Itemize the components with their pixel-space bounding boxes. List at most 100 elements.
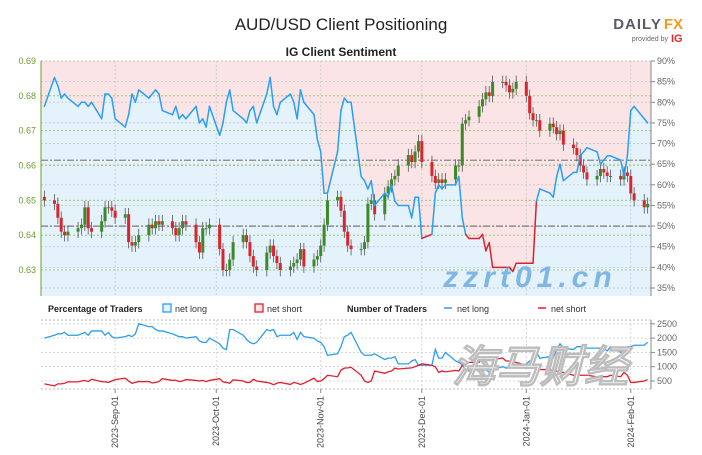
legend-pct-short-swatch xyxy=(254,303,264,313)
candle xyxy=(79,224,83,229)
net-long-pct-segment xyxy=(512,262,517,273)
candle xyxy=(369,200,373,204)
net-long-pct-segment xyxy=(562,171,575,182)
candle xyxy=(619,175,623,180)
candle xyxy=(477,106,481,117)
candle xyxy=(501,81,505,83)
candle xyxy=(538,120,542,131)
logo-fx: FX xyxy=(664,16,683,33)
net-long-pct-segment xyxy=(437,184,443,190)
candle xyxy=(228,259,232,270)
net-long-pct-segment xyxy=(373,192,386,207)
net-long-pct-segment xyxy=(582,146,588,153)
candle xyxy=(420,141,424,163)
legend-pct-short: net short xyxy=(267,304,303,314)
net-long-pct-segment xyxy=(266,76,271,95)
candle xyxy=(312,259,316,267)
candle xyxy=(578,155,582,166)
net-long-pct-segment xyxy=(576,155,581,174)
date-tick-label: 2023-Oct-01 xyxy=(211,396,221,446)
candle xyxy=(245,235,249,243)
pct-tick-label: 70% xyxy=(657,139,675,149)
candle xyxy=(83,207,87,225)
pct-tick-label: 90% xyxy=(657,56,675,66)
candle xyxy=(416,141,420,152)
net-long-pct-segment xyxy=(633,105,646,120)
candle xyxy=(292,263,296,267)
net-long-pct-segment xyxy=(148,93,153,99)
candle xyxy=(288,266,292,270)
net-long-pct-segment xyxy=(394,200,399,207)
candle xyxy=(251,256,255,267)
candle xyxy=(265,252,269,270)
price-tick-label: 0.68 xyxy=(18,91,36,101)
candle xyxy=(299,249,303,260)
candle xyxy=(194,224,198,243)
candle xyxy=(575,148,579,156)
candle xyxy=(59,217,63,232)
candle xyxy=(268,245,272,253)
candle xyxy=(184,221,188,225)
candle xyxy=(170,221,174,229)
net-long-pct-segment xyxy=(202,118,207,128)
legend-num-long: net long xyxy=(457,304,489,314)
legend-pct-title: Percentage of Traders xyxy=(48,304,143,314)
net-long-pct-segment xyxy=(57,85,62,99)
legend-pct-long-swatch xyxy=(162,303,172,313)
candle xyxy=(359,249,363,251)
price-tick-label: 0.67 xyxy=(18,126,36,136)
candle xyxy=(632,193,636,201)
candle xyxy=(457,165,461,167)
net-long-pct-segment xyxy=(84,101,89,108)
net-long-pct-segment xyxy=(171,105,177,116)
candle xyxy=(598,168,602,176)
traders-tick-label: 2000 xyxy=(657,333,677,343)
candle xyxy=(484,92,488,100)
net-long-pct-segment xyxy=(90,101,103,120)
candle xyxy=(413,151,417,163)
candle xyxy=(86,207,90,229)
candle xyxy=(224,270,228,271)
candle xyxy=(103,207,107,222)
date-tick-label: 2024-Jan-01 xyxy=(521,396,531,447)
candle xyxy=(275,256,279,264)
candle xyxy=(66,231,70,236)
net-long-pct-segment xyxy=(481,233,487,252)
net-long-pct-segment xyxy=(619,159,625,178)
pct-tick-label: 45% xyxy=(657,242,675,252)
net-long-pct-segment xyxy=(303,101,315,116)
net-long-pct-segment xyxy=(208,105,221,137)
candle xyxy=(548,123,552,131)
net-long-pct-segment xyxy=(431,192,437,236)
candle xyxy=(154,221,158,229)
candle xyxy=(174,228,178,236)
candle xyxy=(255,266,259,270)
net-long-pct-segment xyxy=(643,118,649,124)
candle xyxy=(147,224,151,236)
net-long-pct-segment xyxy=(154,89,160,95)
candle xyxy=(218,224,222,250)
dailyfx-logo: DAILY FX provided by IG xyxy=(613,16,683,45)
candle xyxy=(127,214,131,243)
net-long-pct-segment xyxy=(434,184,440,194)
candle xyxy=(63,231,67,236)
net-long-pct-segment xyxy=(488,241,494,269)
candle xyxy=(336,196,340,201)
price-tick-label: 0.64 xyxy=(18,230,36,240)
candle xyxy=(342,210,346,232)
net-long-pct-segment xyxy=(360,175,366,182)
candle xyxy=(208,224,212,229)
sentiment-plot: 0.63 0.64 0.65 0.66 0.67 0.68 0.69 35% 40% 45% 50%… xyxy=(18,56,675,296)
net-long-pct-segment xyxy=(185,105,197,120)
net-long-pct-segment xyxy=(127,93,133,116)
net-long-pct-segment xyxy=(319,151,325,194)
candle xyxy=(646,203,650,208)
candle xyxy=(339,196,343,211)
legend-num-title: Number of Traders xyxy=(347,304,427,314)
net-long-pct-segment xyxy=(343,97,349,104)
net-long-pct-segment xyxy=(552,175,558,198)
candle xyxy=(605,172,609,176)
candle xyxy=(52,200,56,204)
traders-plot: 500 1000 1500 2000 2500 2023-Sep-01 2023-Oct-0… xyxy=(41,319,677,448)
traders-tick-label: 1500 xyxy=(657,347,677,357)
